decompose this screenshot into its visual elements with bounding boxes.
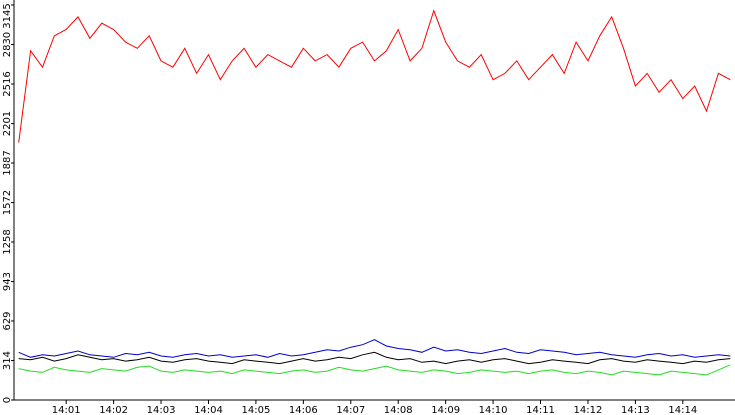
x-tick-label: 14:09	[431, 405, 460, 415]
x-tick-label: 14:14	[668, 405, 697, 415]
x-tick-label: 14:11	[526, 405, 555, 415]
x-tick-label: 14:07	[336, 405, 365, 415]
y-tick-label: 1572	[2, 190, 13, 215]
y-tick-label: 2516	[2, 71, 13, 96]
x-tick-label: 14:12	[574, 405, 603, 415]
x-tick-label: 14:13	[621, 405, 650, 415]
x-tick-label: 14:04	[194, 405, 223, 415]
y-tick-label: 3145	[2, 3, 13, 28]
x-tick-label: 14:10	[479, 405, 508, 415]
x-tick-label: 14:08	[384, 405, 413, 415]
x-tick-label: 14:02	[99, 405, 128, 415]
series-line	[18, 339, 731, 358]
y-tick-label: 314	[2, 351, 13, 370]
y-tick-label: 2201	[2, 111, 13, 136]
y-tick-label: 0	[2, 397, 13, 403]
x-tick-label: 14:01	[52, 405, 81, 415]
y-tick-label: 2830	[2, 32, 13, 57]
x-tick-label: 14:05	[242, 405, 271, 415]
series-line	[18, 9, 731, 143]
series-line	[18, 351, 731, 365]
y-tick-label: 1887	[2, 150, 13, 175]
series-line	[18, 364, 731, 376]
x-tick-label: 14:06	[289, 405, 318, 415]
y-tick-label: 629	[2, 311, 13, 330]
y-tick-label: 1258	[2, 229, 13, 254]
x-tick-label: 14:03	[147, 405, 176, 415]
y-tick-label: 943	[2, 272, 13, 291]
